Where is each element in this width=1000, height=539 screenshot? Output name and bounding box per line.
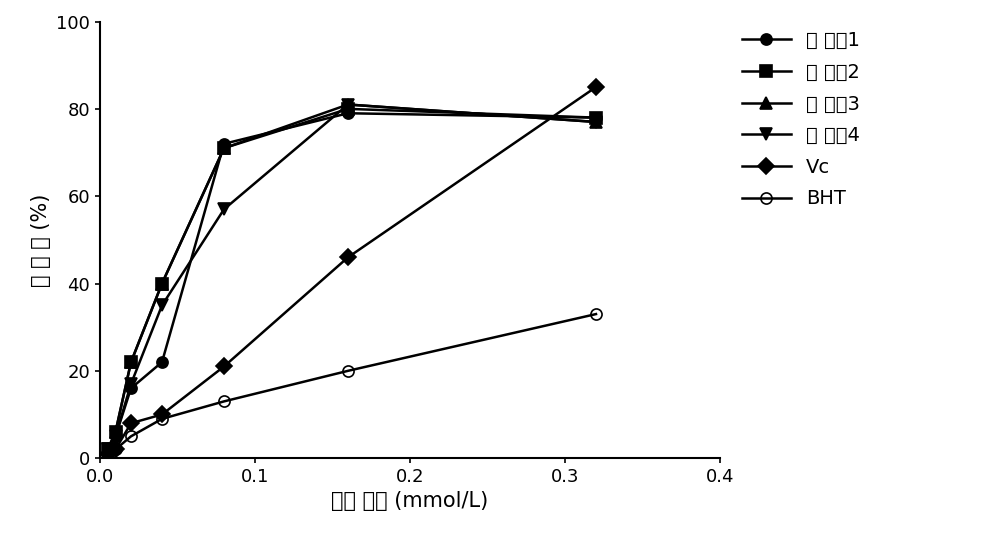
化 合癲2 (156, 280, 168, 287)
化 合癲2 (102, 446, 114, 453)
化 合癲4 (342, 101, 354, 108)
Vc (590, 84, 602, 91)
BHT (156, 416, 168, 422)
化 合癲3 (590, 119, 602, 125)
化 合癲4 (102, 446, 114, 453)
Vc (156, 411, 168, 418)
BHT (110, 446, 122, 453)
化 合癲1 (156, 359, 168, 365)
Vc (110, 446, 122, 453)
化 合癲3 (342, 101, 354, 108)
化 合癲2 (125, 359, 137, 365)
化 合癲3 (102, 446, 114, 453)
化 合癲3 (125, 359, 137, 365)
Vc (218, 363, 230, 370)
化 合癲1 (125, 385, 137, 391)
化 合癲1 (218, 141, 230, 147)
化 合癲2 (218, 145, 230, 151)
X-axis label: 摩尔 浓度 (mmol/L): 摩尔 浓度 (mmol/L) (331, 492, 489, 512)
Line: 化 合癲2: 化 合癲2 (102, 103, 602, 455)
Line: 化 合癲3: 化 合癲3 (102, 99, 602, 455)
化 合癲2 (590, 114, 602, 121)
BHT (342, 368, 354, 374)
Y-axis label: 抑 制 率 (%): 抑 制 率 (%) (31, 193, 51, 287)
Line: BHT: BHT (102, 308, 602, 459)
Vc (342, 254, 354, 260)
Line: 化 合癲4: 化 合癲4 (102, 99, 602, 455)
BHT (218, 398, 230, 405)
BHT (125, 433, 137, 440)
Vc (125, 420, 137, 426)
BHT (590, 311, 602, 317)
化 合癲2 (110, 429, 122, 435)
化 合癲4 (125, 381, 137, 387)
化 合癲4 (156, 302, 168, 308)
化 合癲2 (342, 106, 354, 112)
化 合癲3 (110, 429, 122, 435)
化 合癲1 (590, 114, 602, 121)
Vc (102, 451, 114, 457)
化 合癲1 (102, 446, 114, 453)
BHT (102, 451, 114, 457)
化 合癲4 (590, 119, 602, 125)
化 合癲1 (342, 110, 354, 116)
化 合癲4 (218, 206, 230, 212)
化 合癲3 (156, 280, 168, 287)
Line: Vc: Vc (102, 81, 602, 459)
Line: 化 合癲1: 化 合癲1 (102, 108, 602, 455)
化 合癲4 (110, 433, 122, 440)
化 合癲3 (218, 145, 230, 151)
化 合癲1 (110, 433, 122, 440)
Legend: 化 合癲1, 化 合癲2, 化 合癲3, 化 合癲4, Vc, BHT: 化 合癲1, 化 合癲2, 化 合癲3, 化 合癲4, Vc, BHT (742, 31, 860, 209)
